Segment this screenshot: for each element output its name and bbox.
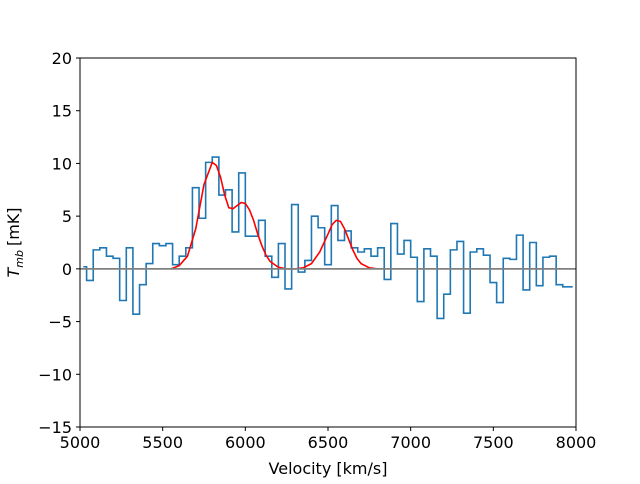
y-axis-subscript: mb: [13, 250, 26, 268]
y-tick-label: 10: [52, 154, 72, 173]
y-tick-label: −10: [38, 365, 72, 384]
x-tick-label: 7500: [473, 433, 514, 452]
x-tick-label: 6500: [308, 433, 349, 452]
y-tick-label: 0: [62, 260, 72, 279]
y-tick-label: 15: [52, 102, 72, 121]
series-layer: [80, 156, 576, 320]
y-tick-label: −15: [38, 418, 72, 437]
gaussian-fit-line: [170, 161, 378, 270]
x-tick-label: 5000: [60, 433, 101, 452]
x-tick-label: 8000: [556, 433, 597, 452]
x-axis-label: Velocity [km/s]: [269, 459, 388, 478]
y-axis-unit: [mK]: [4, 207, 23, 246]
y-tick-label: 5: [62, 207, 72, 226]
y-axis-ticks: −15 −10 −5 0 5 10 15 20: [38, 49, 80, 437]
x-tick-label: 7000: [390, 433, 431, 452]
y-tick-label: −5: [48, 313, 72, 332]
x-tick-label: 5500: [142, 433, 183, 452]
y-axis-label: Tmb [mK]: [4, 207, 26, 277]
y-axis-symbol: T: [4, 267, 23, 278]
x-axis-ticks: 5000 5500 6000 6500 7000 7500 8000: [60, 427, 597, 452]
y-tick-label: 20: [52, 49, 72, 68]
x-tick-label: 6000: [225, 433, 266, 452]
